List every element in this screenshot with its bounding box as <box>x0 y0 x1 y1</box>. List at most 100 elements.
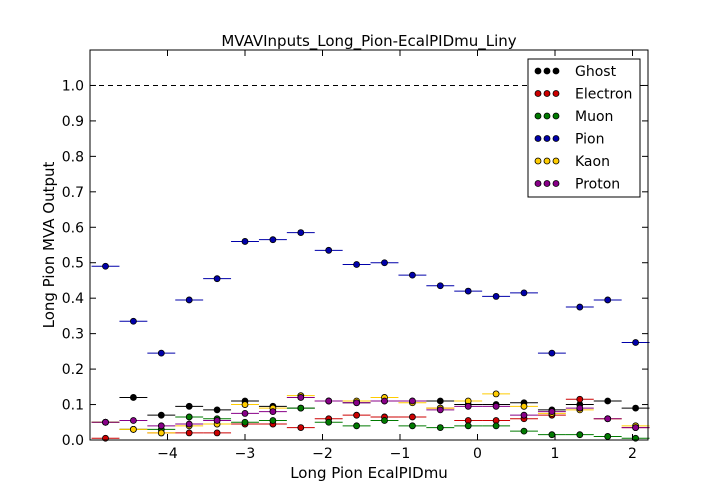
x-tick-label: 0 <box>473 446 482 462</box>
data-point <box>520 402 528 410</box>
data-point <box>129 394 137 401</box>
data-point <box>129 417 137 424</box>
y-axis-label: Long Pion MVA Output <box>40 161 58 328</box>
legend-marker <box>552 157 560 165</box>
data-point <box>576 404 584 412</box>
data-point <box>464 422 472 430</box>
data-point <box>325 397 333 405</box>
data-point <box>520 289 528 297</box>
data-point <box>520 411 528 419</box>
data-point <box>632 404 639 412</box>
data-point <box>325 246 333 254</box>
data-point <box>157 411 165 419</box>
data-point <box>241 238 249 245</box>
y-tick-label: 1.0 <box>62 78 84 94</box>
y-tick-label: 0.1 <box>62 398 84 414</box>
y-tick-label: 0.0 <box>62 433 84 449</box>
series-proton <box>91 394 650 431</box>
data-point <box>241 410 249 417</box>
y-tick-label: 0.9 <box>62 114 84 130</box>
data-point <box>604 415 612 423</box>
data-point <box>381 397 388 405</box>
legend-marker <box>552 135 560 142</box>
legend-label: Proton <box>575 177 620 193</box>
data-point <box>576 303 584 311</box>
legend-marker <box>543 157 551 165</box>
data-point <box>185 420 193 428</box>
data-point <box>492 422 500 430</box>
data-point <box>436 406 444 414</box>
legend-marker <box>552 90 560 97</box>
legend-label: Muon <box>575 109 613 125</box>
data-point <box>129 317 137 325</box>
data-point <box>436 397 444 405</box>
data-point <box>548 431 556 439</box>
data-point <box>185 413 193 421</box>
plot-frame <box>89 49 649 441</box>
data-point <box>157 429 165 437</box>
data-point <box>492 293 500 300</box>
x-tick-label: −3 <box>235 446 256 462</box>
data-point <box>185 429 193 437</box>
data-point <box>436 424 444 431</box>
legend-marker <box>534 180 542 187</box>
legend-marker <box>543 67 551 75</box>
x-tick-label: −2 <box>312 446 333 462</box>
data-point <box>269 408 277 416</box>
data-point <box>464 402 472 410</box>
y-tick-label: 0.5 <box>62 256 84 272</box>
legend-marker <box>543 135 551 142</box>
legend-marker <box>534 90 542 97</box>
data-point <box>492 390 500 398</box>
legend-label: Electron <box>575 87 632 103</box>
legend-label: Kaon <box>575 154 610 170</box>
data-point <box>157 422 165 430</box>
data-point <box>632 339 639 346</box>
data-point <box>381 259 388 267</box>
data-point <box>353 411 361 419</box>
legend-marker <box>534 112 542 120</box>
data-point <box>548 349 556 357</box>
y-tick-label: 0.2 <box>62 362 84 378</box>
data-point <box>269 417 277 424</box>
legend-marker <box>543 90 551 97</box>
x-axis-label: Long Pion EcalPIDmu <box>290 464 448 482</box>
legend-marker <box>534 135 542 142</box>
x-tick-label: −4 <box>157 446 178 462</box>
data-point <box>436 282 444 290</box>
data-point <box>269 236 277 244</box>
legend-marker <box>552 67 560 75</box>
y-tick-label: 0.7 <box>62 185 84 201</box>
data-point <box>102 262 109 270</box>
legend-marker <box>543 112 551 120</box>
data-point <box>408 271 416 279</box>
y-tick-label: 0.4 <box>62 291 84 307</box>
legend-label: Ghost <box>575 64 617 80</box>
data-point <box>353 422 361 430</box>
data-point <box>548 408 556 416</box>
data-point <box>576 395 584 403</box>
data-point <box>297 404 305 412</box>
data-point <box>102 418 109 426</box>
data-point <box>353 399 361 407</box>
chart-title: MVAVInputs_Long_Pion-EcalPIDmu_Liny <box>221 32 516 51</box>
legend-marker <box>534 67 542 75</box>
data-point <box>408 413 416 421</box>
data-point <box>520 427 528 435</box>
legend-box <box>527 58 641 198</box>
data-point <box>297 394 305 401</box>
data-point <box>157 349 165 357</box>
data-point <box>297 229 305 236</box>
legend-label: Pion <box>575 132 604 148</box>
data-point <box>185 296 193 304</box>
series-pion <box>91 229 650 357</box>
x-tick-label: 2 <box>628 446 637 462</box>
data-point <box>241 401 249 408</box>
data-point <box>213 275 221 283</box>
data-point <box>185 402 193 410</box>
y-tick-label: 0.3 <box>62 327 84 343</box>
data-point <box>353 261 361 268</box>
data-point <box>213 429 221 437</box>
y-tick-label: 0.6 <box>62 220 84 236</box>
